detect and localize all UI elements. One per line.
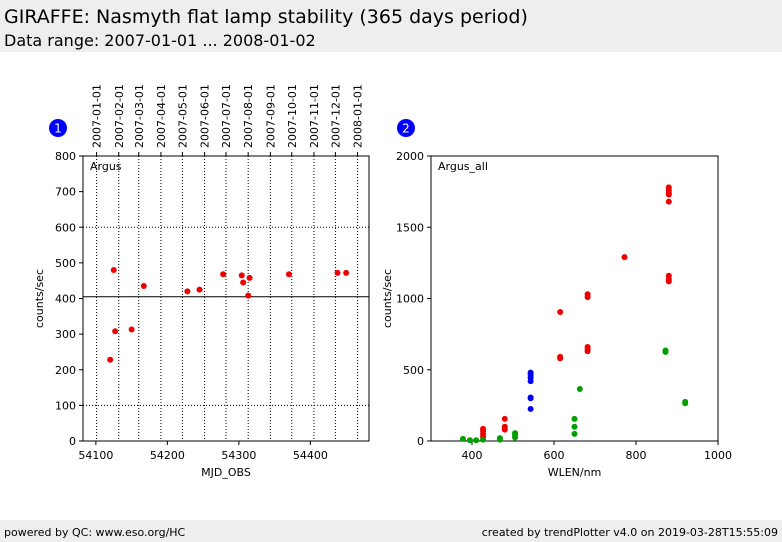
chart2-green-point: [466, 437, 473, 444]
chart1-top-date-label: 2008-01-01: [352, 84, 365, 148]
chart1-top-date-label: 2007-12-01: [329, 84, 342, 148]
chart2-red-point: [584, 348, 591, 355]
chart1-top-date-label: 2007-03-01: [133, 84, 146, 148]
chart2-x-axis-label: WLEN/nm: [548, 466, 602, 479]
chart2-green-point: [459, 435, 466, 442]
chart1-y-axis-label: counts/sec: [33, 269, 46, 328]
footer-powered-by: powered by QC: www.eso.org/HC: [4, 526, 186, 539]
chart2-green-point: [480, 436, 487, 443]
chart2-red-point: [501, 415, 508, 422]
chart2-green-point: [512, 434, 519, 441]
chart1-badge-label: 1: [54, 122, 62, 136]
chart2-badge: [397, 119, 415, 137]
chart2-green-point: [496, 436, 503, 443]
chart2-green-point: [682, 400, 689, 407]
chart1-plot-label: Argus: [90, 160, 122, 173]
chart2-plot-frame: [430, 155, 719, 442]
chart1-top-date-label: 2007-02-01: [113, 84, 126, 148]
chart1-y-tick-label: 600: [55, 221, 76, 234]
chart2-y-axis-label: counts/sec: [381, 269, 394, 328]
chart2-y-tick-label: 2000: [396, 150, 424, 163]
chart2-badge-label: 2: [402, 122, 410, 136]
chart1-top-date-label: 2007-08-01: [242, 84, 255, 148]
chart2-y-tick-label: 0: [417, 435, 424, 448]
chart1-top-date-label: 2007-04-01: [155, 84, 168, 148]
chart2-red-point: [557, 309, 564, 316]
chart1-red-point: [343, 269, 350, 276]
chart1-red-point: [112, 328, 119, 335]
chart1-x-tick-label: 54400: [293, 449, 328, 462]
chart2-blue-point: [527, 395, 534, 402]
chart1-x-tick-label: 54200: [150, 449, 185, 462]
chart1-top-date-label: 2007-01-01: [91, 84, 104, 148]
chart1-red-point: [107, 356, 114, 363]
chart2-blue-point: [527, 405, 534, 412]
chart1-red-point: [128, 326, 135, 333]
report-footer: powered by QC: www.eso.org/HC created by…: [0, 520, 782, 542]
chart1-top-date-label: 2007-09-01: [264, 84, 277, 148]
chart1-red-point: [334, 269, 341, 276]
chart1-x-axis-label: MJD_OBS: [201, 466, 251, 479]
chart1-red-point: [238, 272, 245, 279]
chart1-top-date-label: 2007-05-01: [176, 84, 189, 148]
chart2-green-point: [576, 385, 583, 392]
chart1-top-date-label: 2007-11-01: [308, 84, 321, 148]
chart1-top-date-label: 2007-06-01: [199, 84, 212, 148]
chart2-x-tick-label: 400: [462, 449, 483, 462]
chart2-plot-label: Argus_all: [438, 160, 488, 173]
chart2-green-point: [571, 430, 578, 437]
chart1-red-point: [196, 286, 203, 293]
page-title: GIRAFFE: Nasmyth flat lamp stability (36…: [4, 6, 528, 28]
chart2-y-tick-label: 500: [403, 364, 424, 377]
chart2-green-point: [571, 415, 578, 422]
chart1-y-tick-label: 400: [55, 293, 76, 306]
chart1-red-point: [285, 271, 292, 278]
chart1-badge: [49, 119, 67, 137]
chart2-blue-point: [527, 378, 534, 385]
chart1-red-point: [140, 283, 147, 290]
chart2-red-point: [557, 355, 564, 362]
chart1-y-tick-label: 800: [55, 150, 76, 163]
chart1-red-point: [110, 267, 117, 273]
chart2-red-point: [621, 254, 628, 261]
data-range-subtitle: Data range: 2007-01-01 ... 2008-01-02: [4, 31, 316, 50]
chart1-red-point: [246, 274, 253, 281]
chart1-top-date-label: 2007-07-01: [220, 84, 233, 148]
chart1-red-point: [184, 288, 191, 295]
chart1-y-tick-label: 300: [55, 328, 76, 341]
chart2-red-point: [665, 191, 672, 198]
chart2-green-point: [662, 348, 669, 355]
chart2-red-point: [665, 278, 672, 285]
chart1-top-date-label: 2007-10-01: [286, 84, 299, 148]
chart2-red-point: [501, 426, 508, 433]
chart1-x-tick-label: 54100: [78, 449, 113, 462]
chart2-green-point: [473, 437, 480, 444]
chart1-y-tick-label: 0: [69, 435, 76, 448]
footer-created-by: created by trendPlotter v4.0 on 2019-03-…: [481, 526, 778, 539]
chart1-y-tick-label: 500: [55, 257, 76, 270]
chart2-red-point: [584, 294, 591, 301]
report-header: GIRAFFE: Nasmyth flat lamp stability (36…: [0, 0, 782, 52]
chart2-x-tick-label: 600: [544, 449, 565, 462]
chart2-red-point: [665, 198, 672, 205]
chart1-y-tick-label: 700: [55, 186, 76, 199]
chart1-x-tick-label: 54300: [221, 449, 256, 462]
chart2-y-tick-label: 1000: [396, 293, 424, 306]
chart1-y-tick-label: 200: [55, 364, 76, 377]
chart2-y-tick-label: 1500: [396, 221, 424, 234]
chart1-y-tick-label: 100: [55, 399, 76, 412]
chart2-x-tick-label: 1000: [704, 449, 732, 462]
chart1-red-point: [240, 279, 247, 286]
chart1-red-point: [245, 292, 252, 299]
chart2-x-tick-label: 800: [626, 449, 647, 462]
chart1-red-point: [220, 271, 227, 278]
chart2-green-point: [571, 423, 578, 430]
